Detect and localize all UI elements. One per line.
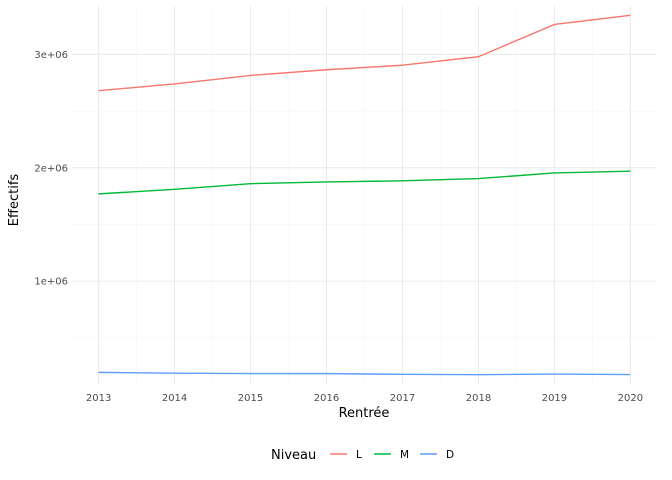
x-tick-label: 2018: [466, 393, 491, 404]
legend-item-M: M: [374, 449, 409, 461]
y-tick-label: 3e+06: [34, 50, 68, 61]
x-tick-label: 2017: [390, 393, 415, 404]
x-tick-label: 2014: [162, 393, 187, 404]
x-tick-label: 2016: [314, 393, 339, 404]
x-tick-label: 2013: [86, 393, 111, 404]
x-tick-label: 2019: [542, 393, 567, 404]
series-line-M: [98, 170, 631, 195]
legend-item-L: L: [330, 449, 362, 461]
grid: [72, 6, 657, 384]
x-tick-label: 2020: [618, 393, 643, 404]
x-axis-title: Rentrée: [339, 406, 390, 421]
y-axis-title: Effectifs: [7, 174, 22, 227]
legend-label-M: M: [400, 449, 409, 461]
legend-label-D: D: [446, 449, 454, 461]
series-line-L: [98, 14, 631, 92]
y-axis-ticks: 1e+06 2e+06 3e+06: [34, 50, 68, 288]
x-tick-label: 2015: [238, 393, 263, 404]
legend-item-D: D: [420, 449, 454, 461]
legend: Niveau L M D: [271, 448, 454, 463]
series-line-D: [98, 371, 631, 376]
y-tick-label: 1e+06: [34, 277, 68, 288]
legend-title: Niveau: [271, 448, 316, 463]
legend-label-L: L: [356, 449, 362, 461]
series-lines: [98, 14, 631, 376]
x-axis-ticks: 2013 2014 2015 2016 2017 2018 2019 2020: [86, 393, 643, 404]
y-tick-label: 2e+06: [34, 163, 68, 174]
